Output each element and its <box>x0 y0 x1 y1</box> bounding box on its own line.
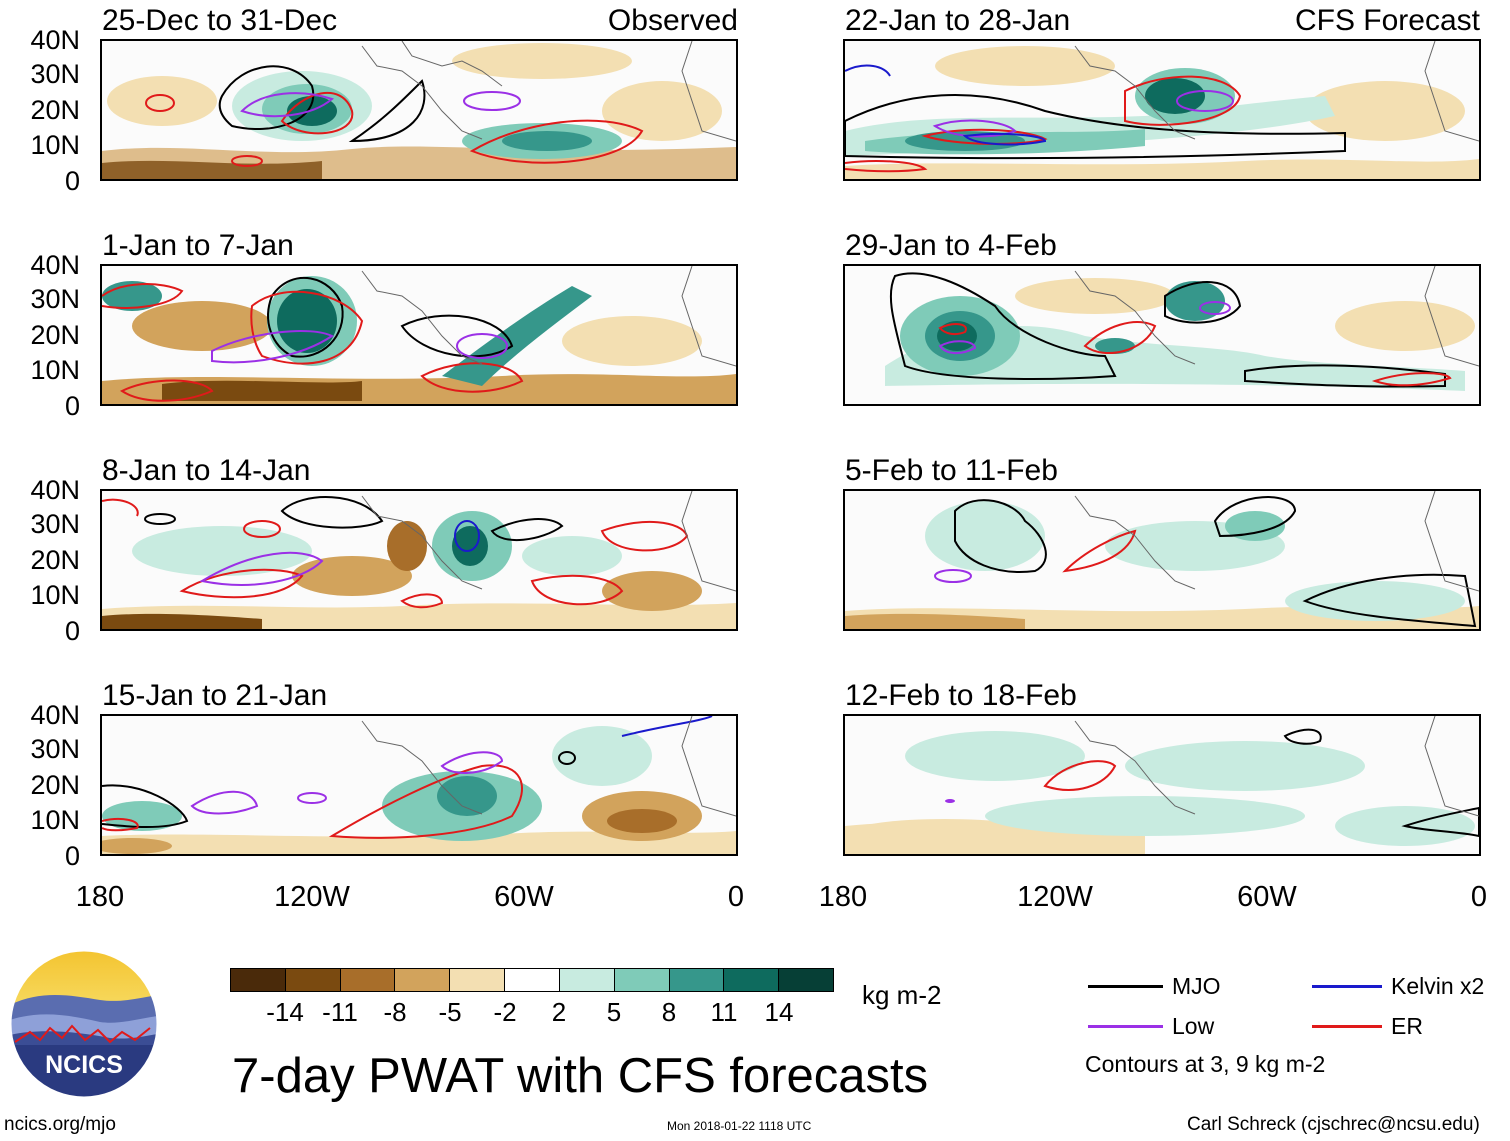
cfs-forecast-label: CFS Forecast <box>1294 4 1480 37</box>
ncics-logo[interactable]: NCICS <box>10 950 158 1098</box>
x-tick-120w: 120W <box>1017 881 1093 913</box>
map-panel-5 <box>100 489 738 631</box>
observed-label: Observed <box>607 4 738 37</box>
colorbar-swatch <box>395 969 451 991</box>
x-tick-180: 180 <box>818 881 868 913</box>
map-panel-1 <box>100 39 738 181</box>
y-tick-10n: 10N <box>30 130 80 160</box>
colorbar-label: -5 <box>438 997 462 1027</box>
colorbar-swatch <box>724 969 780 991</box>
colorbar-swatch <box>559 969 615 991</box>
x-tick-0: 0 <box>1470 881 1488 913</box>
colorbar-swatch <box>231 969 286 991</box>
legend-line-kelvin <box>1312 985 1382 988</box>
panel-title-2: 22-Jan to 28-Jan <box>845 4 1071 37</box>
legend-label-mjo: MJO <box>1172 973 1221 999</box>
footer-timestamp: Mon 2018-01-22 1118 UTC <box>667 1119 812 1133</box>
y-tick-30n: 30N <box>30 509 80 539</box>
panel-title-6: 5-Feb to 11-Feb <box>845 454 1058 487</box>
y-tick-0: 0 <box>64 391 80 421</box>
colorbar-swatch <box>450 969 506 991</box>
legend-line-er <box>1312 1025 1382 1028</box>
colorbar-label: -11 <box>322 997 358 1027</box>
x-tick-60w: 60W <box>494 881 554 913</box>
y-tick-20n: 20N <box>30 770 80 800</box>
footer-link[interactable]: ncics.org/mjo <box>4 1114 116 1135</box>
x-tick-180: 180 <box>75 881 125 913</box>
y-tick-40n: 40N <box>30 475 80 505</box>
y-tick-10n: 10N <box>30 805 80 835</box>
panel-title-3: 1-Jan to 7-Jan <box>102 229 294 262</box>
map-panel-3 <box>100 264 738 406</box>
colorbar-label: 11 <box>710 997 738 1027</box>
colorbar-swatch <box>285 969 341 991</box>
colorbar-unit: kg m-2 <box>862 980 942 1010</box>
panel-title-1: 25-Dec to 31-Dec <box>102 4 338 37</box>
map-panel-2 <box>843 39 1481 181</box>
y-tick-0: 0 <box>64 616 80 646</box>
colorbar <box>230 968 834 992</box>
colorbar-swatch <box>340 969 396 991</box>
legend-label-er: ER <box>1391 1013 1423 1039</box>
y-tick-20n: 20N <box>30 95 80 125</box>
colorbar-swatch <box>505 969 560 991</box>
y-tick-30n: 30N <box>30 59 80 89</box>
x-tick-60w: 60W <box>1237 881 1297 913</box>
y-tick-0: 0 <box>64 166 80 196</box>
colorbar-label: 8 <box>661 997 677 1027</box>
y-tick-10n: 10N <box>30 355 80 385</box>
y-tick-40n: 40N <box>30 25 80 55</box>
main-title: 7-day PWAT with CFS forecasts <box>232 1049 929 1103</box>
panel-title-4: 29-Jan to 4-Feb <box>845 229 1057 262</box>
legend-label-low: Low <box>1172 1013 1215 1039</box>
y-tick-0: 0 <box>64 841 80 871</box>
panel-title-5: 8-Jan to 14-Jan <box>102 454 311 487</box>
y-tick-40n: 40N <box>30 700 80 730</box>
map-panel-8 <box>843 714 1481 856</box>
y-tick-10n: 10N <box>30 580 80 610</box>
legend-label-kelvin: Kelvin x2 <box>1391 973 1485 999</box>
x-tick-120w: 120W <box>274 881 350 913</box>
colorbar-label: -8 <box>383 997 407 1027</box>
legend-line-mjo <box>1088 985 1163 988</box>
legend-line-low <box>1088 1025 1163 1028</box>
x-tick-0: 0 <box>727 881 745 913</box>
y-tick-40n: 40N <box>30 250 80 280</box>
map-panel-6 <box>843 489 1481 631</box>
colorbar-swatch <box>614 969 670 991</box>
map-panel-7 <box>100 714 738 856</box>
colorbar-label: -14 <box>266 997 304 1027</box>
colorbar-label: 2 <box>551 997 567 1027</box>
colorbar-label: -2 <box>493 997 517 1027</box>
logo-text: NCICS <box>45 1051 123 1079</box>
colorbar-swatch <box>779 969 833 991</box>
map-panel-4 <box>843 264 1481 406</box>
legend-contour-note: Contours at 3, 9 kg m-2 <box>1085 1051 1326 1077</box>
panel-title-7: 15-Jan to 21-Jan <box>102 679 328 712</box>
colorbar-swatch <box>669 969 725 991</box>
colorbar-label: 5 <box>606 997 622 1027</box>
colorbar-label: 14 <box>764 997 794 1027</box>
y-tick-30n: 30N <box>30 284 80 314</box>
y-tick-20n: 20N <box>30 320 80 350</box>
y-tick-20n: 20N <box>30 545 80 575</box>
footer-author: Carl Schreck (cjschrec@ncsu.edu) <box>1187 1114 1480 1135</box>
panel-title-8: 12-Feb to 18-Feb <box>845 679 1077 712</box>
y-tick-30n: 30N <box>30 734 80 764</box>
